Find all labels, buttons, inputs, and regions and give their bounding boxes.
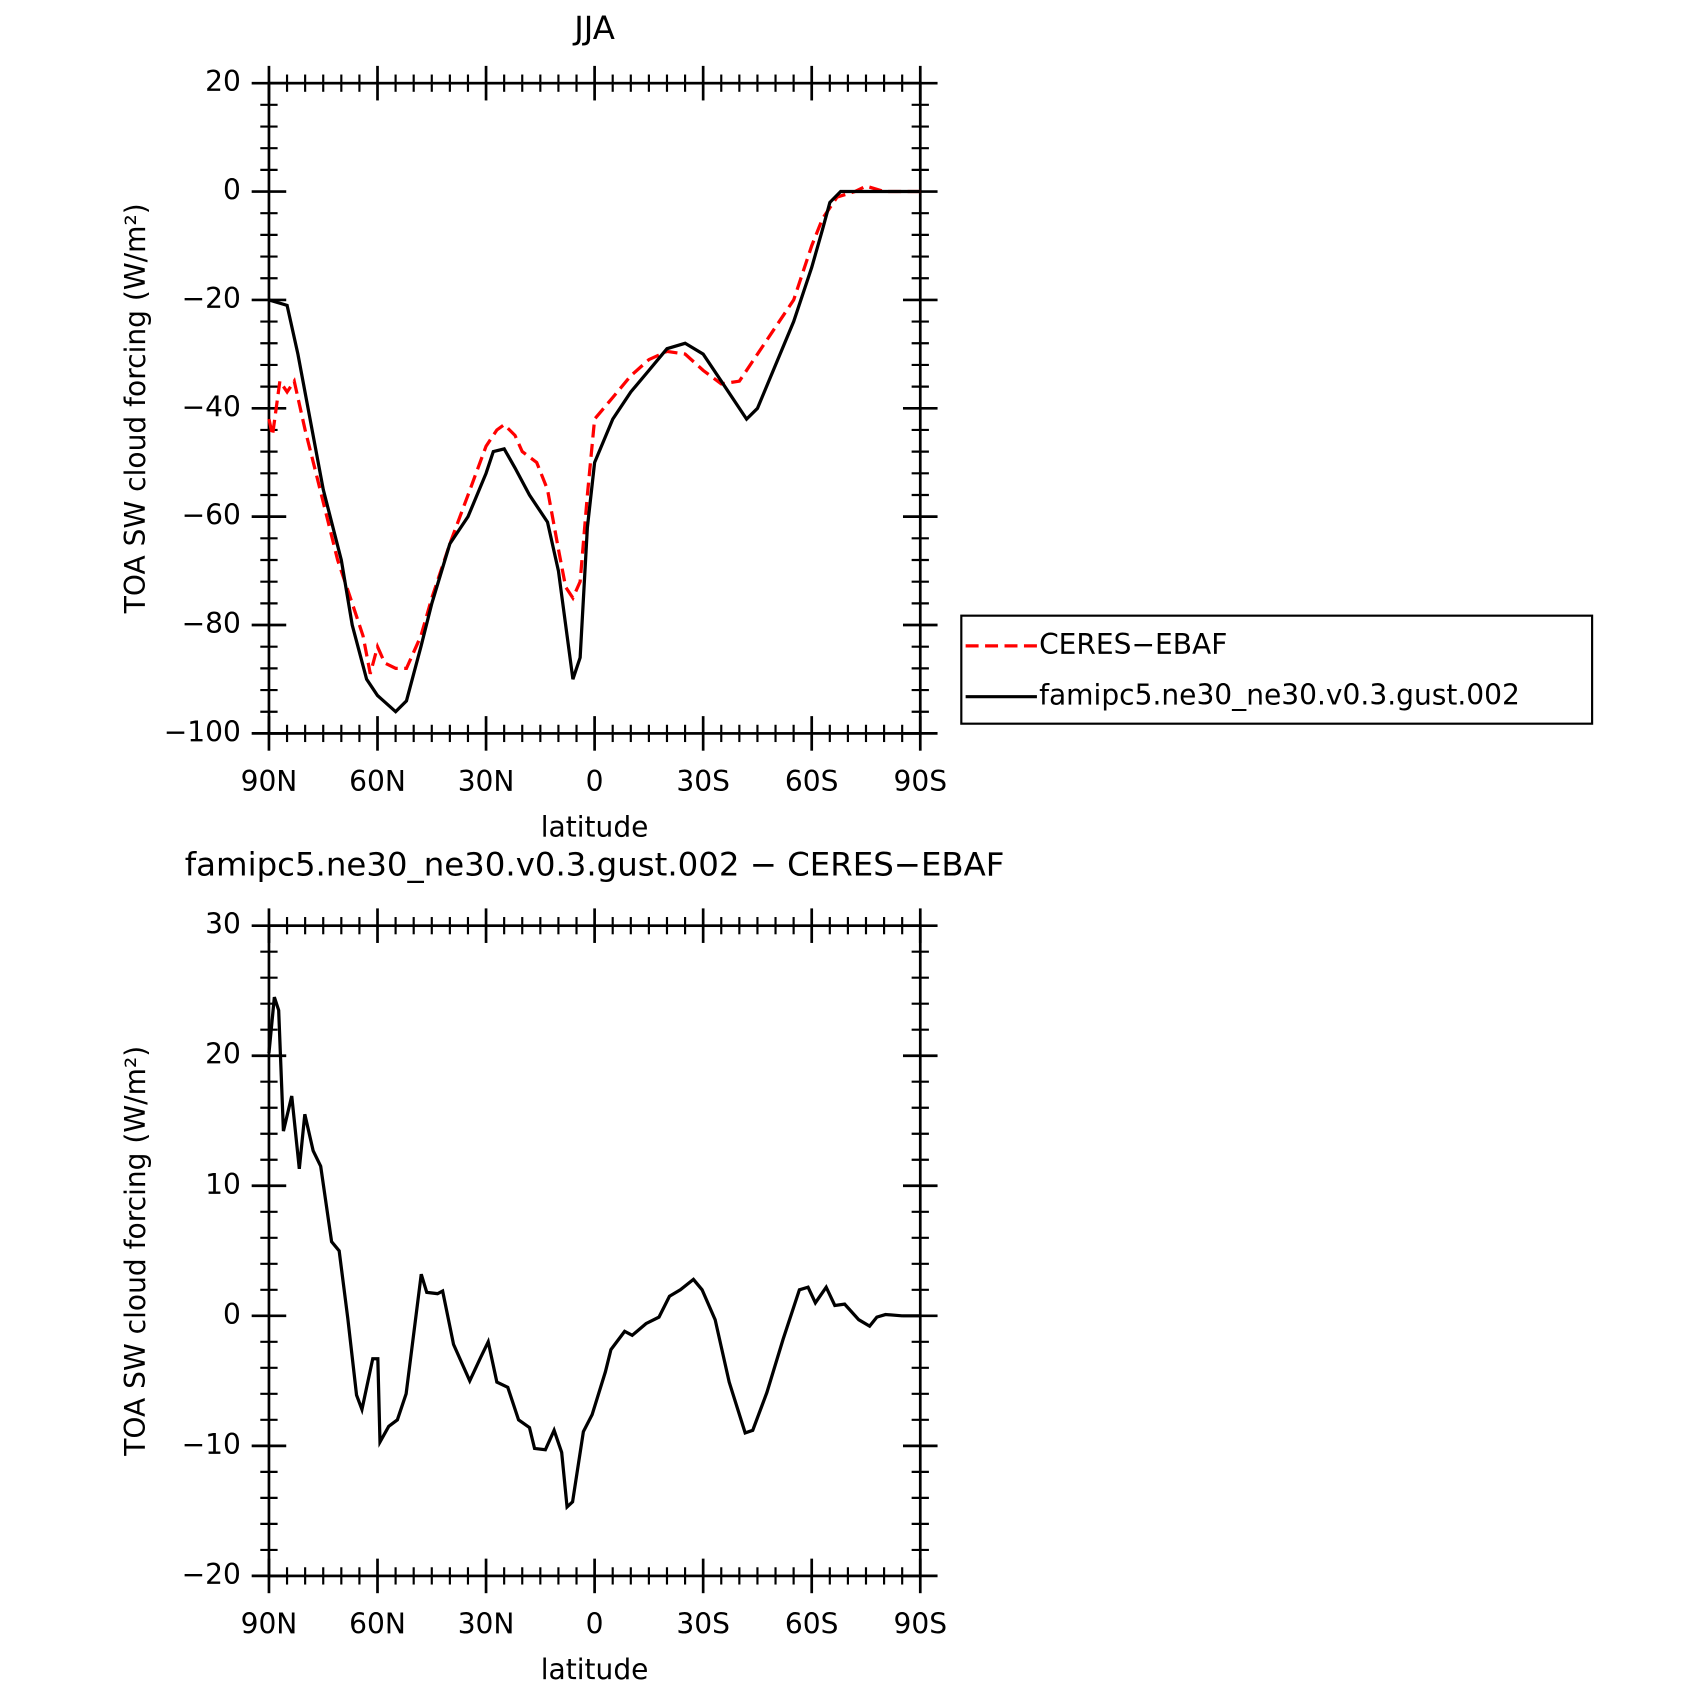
data-line — [267, 184, 921, 675]
y-tick-label: 30 — [205, 908, 241, 941]
x-tick-label: 0 — [586, 765, 604, 798]
x-tick-label: 0 — [586, 1608, 604, 1641]
data-line — [267, 996, 921, 1511]
x-axis-label: latitude — [541, 1653, 649, 1685]
y-tick-label: −20 — [182, 1558, 241, 1591]
x-axis-label: latitude — [541, 810, 649, 843]
x-tick-label: 90S — [893, 765, 947, 798]
y-tick-label: 20 — [205, 65, 241, 98]
y-tick-label: −40 — [182, 390, 241, 423]
plot-frame — [267, 81, 922, 735]
y-tick-label: 0 — [223, 174, 241, 207]
x-tick-label: 90N — [241, 1608, 298, 1641]
y-tick-label: 0 — [223, 1298, 241, 1331]
chart-title: JJA — [572, 9, 615, 47]
plot-frame — [267, 924, 922, 1578]
x-tick-label: 90N — [241, 765, 298, 798]
x-tick-label: 90S — [893, 1608, 947, 1641]
x-tick-label: 30N — [458, 765, 515, 798]
y-tick-label: 10 — [205, 1168, 241, 1201]
x-tick-label: 60S — [785, 1608, 839, 1641]
x-tick-label: 60N — [349, 765, 406, 798]
y-axis-label: TOA SW cloud forcing (W/m²) — [119, 203, 152, 614]
legend-label: famipc5.ne30_ne30.v0.3.gust.002 — [1039, 679, 1520, 712]
y-tick-label: −10 — [182, 1428, 241, 1461]
y-tick-label: −100 — [164, 715, 241, 748]
x-tick-label: 30S — [676, 765, 730, 798]
legend-box — [960, 614, 1594, 725]
x-tick-label: 30S — [676, 1608, 730, 1641]
y-tick-label: −80 — [182, 607, 241, 640]
chart-title: famipc5.ne30_ne30.v0.3.gust.002 − CERES−… — [185, 845, 1005, 883]
x-tick-label: 30N — [458, 1608, 515, 1641]
y-tick-label: 20 — [205, 1038, 241, 1071]
y-tick-label: −20 — [182, 282, 241, 315]
x-tick-label: 60S — [785, 765, 839, 798]
data-line — [268, 189, 921, 714]
y-tick-label: −60 — [182, 499, 241, 532]
y-axis-label: TOA SW cloud forcing (W/m²) — [119, 1046, 152, 1457]
x-tick-label: 60N — [349, 1608, 406, 1641]
legend-label: CERES−EBAF — [1039, 628, 1227, 661]
